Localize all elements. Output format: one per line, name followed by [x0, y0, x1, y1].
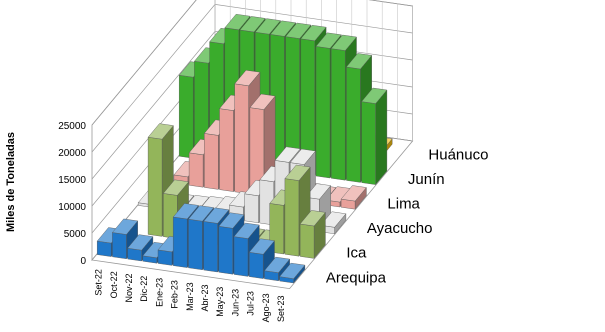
x-tick-label: Ago-23 [261, 293, 271, 322]
x-tick-label: Nov-22 [124, 274, 134, 303]
chart-bars [96, 13, 393, 284]
x-tick-label: Set-23 [276, 296, 286, 323]
chart-axes: 0 5000 10000 15000 20000 25000 Huánuco Junín Lim… [58, 121, 488, 322]
x-tick-label: Set-22 [94, 269, 104, 296]
x-tick-label: Jul-23 [246, 291, 256, 316]
series-label: Junín [408, 171, 445, 188]
x-tick-label: May-23 [215, 287, 225, 317]
x-tick-label: Oct-22 [109, 271, 119, 298]
y-tick-label: 20000 [58, 148, 86, 159]
y-tick-label: 5000 [64, 229, 87, 240]
y-tick-label: 25000 [58, 121, 86, 132]
series-label: Huánuco [428, 146, 488, 163]
y-axis-label: Miles de Toneladas [5, 132, 17, 232]
y-tick-label: 0 [80, 256, 86, 267]
series-label: Lima [387, 196, 420, 213]
bar [299, 210, 326, 259]
series-arequipa [96, 203, 306, 284]
series-label: Arequipa [326, 269, 387, 286]
bar [340, 185, 367, 210]
series-label: Ayacucho [367, 220, 433, 237]
y-tick-label: 15000 [58, 175, 86, 186]
x-tick-label: Abr-23 [200, 285, 210, 312]
series-label: Ica [346, 245, 367, 262]
bar [361, 87, 388, 186]
series-junín [178, 13, 388, 186]
x-tick-label: Feb-23 [170, 280, 180, 309]
y-tick-label: 10000 [58, 202, 86, 213]
x-tick-label: Jun-23 [230, 289, 240, 317]
x-tick-label: Mar-23 [185, 282, 195, 311]
x-tick-label: Ene-23 [154, 278, 164, 307]
x-tick-label: Dic-22 [139, 276, 149, 302]
bar [127, 234, 154, 262]
gridline [91, 0, 413, 126]
bar [279, 262, 306, 284]
